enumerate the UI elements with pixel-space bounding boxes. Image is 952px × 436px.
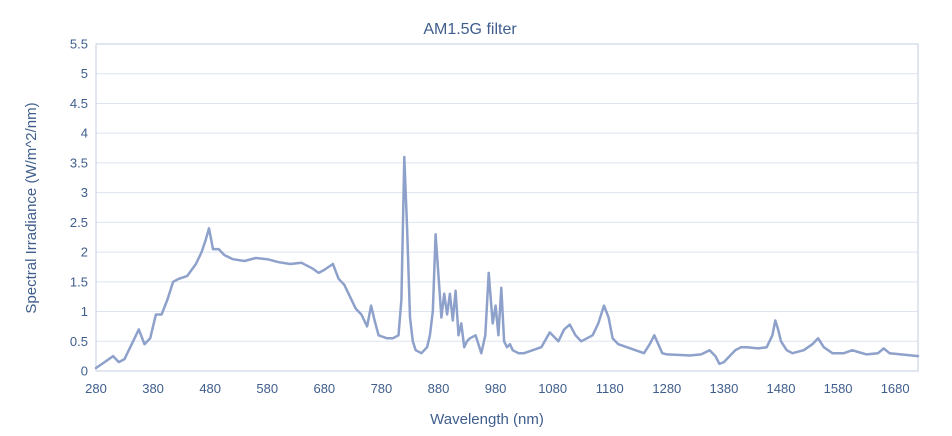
x-tick-label: 1580 (824, 381, 853, 396)
x-tick-label: 480 (199, 381, 221, 396)
y-tick-label: 1.5 (70, 274, 88, 289)
x-tick-label: 280 (85, 381, 107, 396)
x-tick-label: 380 (142, 381, 164, 396)
y-tick-label: 4 (81, 126, 88, 141)
x-tick-label: 1380 (709, 381, 738, 396)
y-axis-title: Spectral Irradiance (W/m^2/nm) (23, 102, 40, 313)
y-tick-label: 0.5 (70, 334, 88, 349)
y-tick-label: 5 (81, 66, 88, 81)
x-tick-label: 1080 (538, 381, 567, 396)
x-tick-label: 880 (428, 381, 450, 396)
series-line (94, 155, 920, 370)
y-tick-label: 0 (81, 364, 88, 379)
series-layer (94, 155, 920, 370)
x-tick-label: 1280 (652, 381, 681, 396)
y-tick-label: 2.5 (70, 215, 88, 230)
x-tick-label: 1180 (596, 381, 624, 396)
x-tick-label: 980 (485, 381, 507, 396)
y-tick-label: 4.5 (70, 96, 88, 111)
x-tick-label: 1680 (881, 381, 910, 396)
x-tick-labels: 280 380 480 580 680 780 880 980 1080 1180 1280 1380… (85, 381, 909, 396)
y-tick-label: 5.5 (70, 37, 88, 52)
x-tick-label: 580 (256, 381, 278, 396)
y-tick-label: 1 (81, 304, 88, 319)
x-tick-label: 1480 (767, 381, 796, 396)
y-tick-labels: 0 0.5 1 1.5 2 2.5 3 3.5 4 4.5 5 5.5 (70, 37, 88, 379)
plot-frame (95, 43, 919, 372)
x-tick-label: 780 (371, 381, 393, 396)
y-tick-label: 2 (81, 245, 88, 260)
x-tick-label: 680 (313, 381, 335, 396)
y-tick-label: 3.5 (70, 155, 88, 170)
x-axis-title: Wavelength (nm) (430, 411, 544, 428)
y-tick-label: 3 (81, 185, 88, 200)
chart-title: AM1.5G filter (423, 21, 517, 38)
